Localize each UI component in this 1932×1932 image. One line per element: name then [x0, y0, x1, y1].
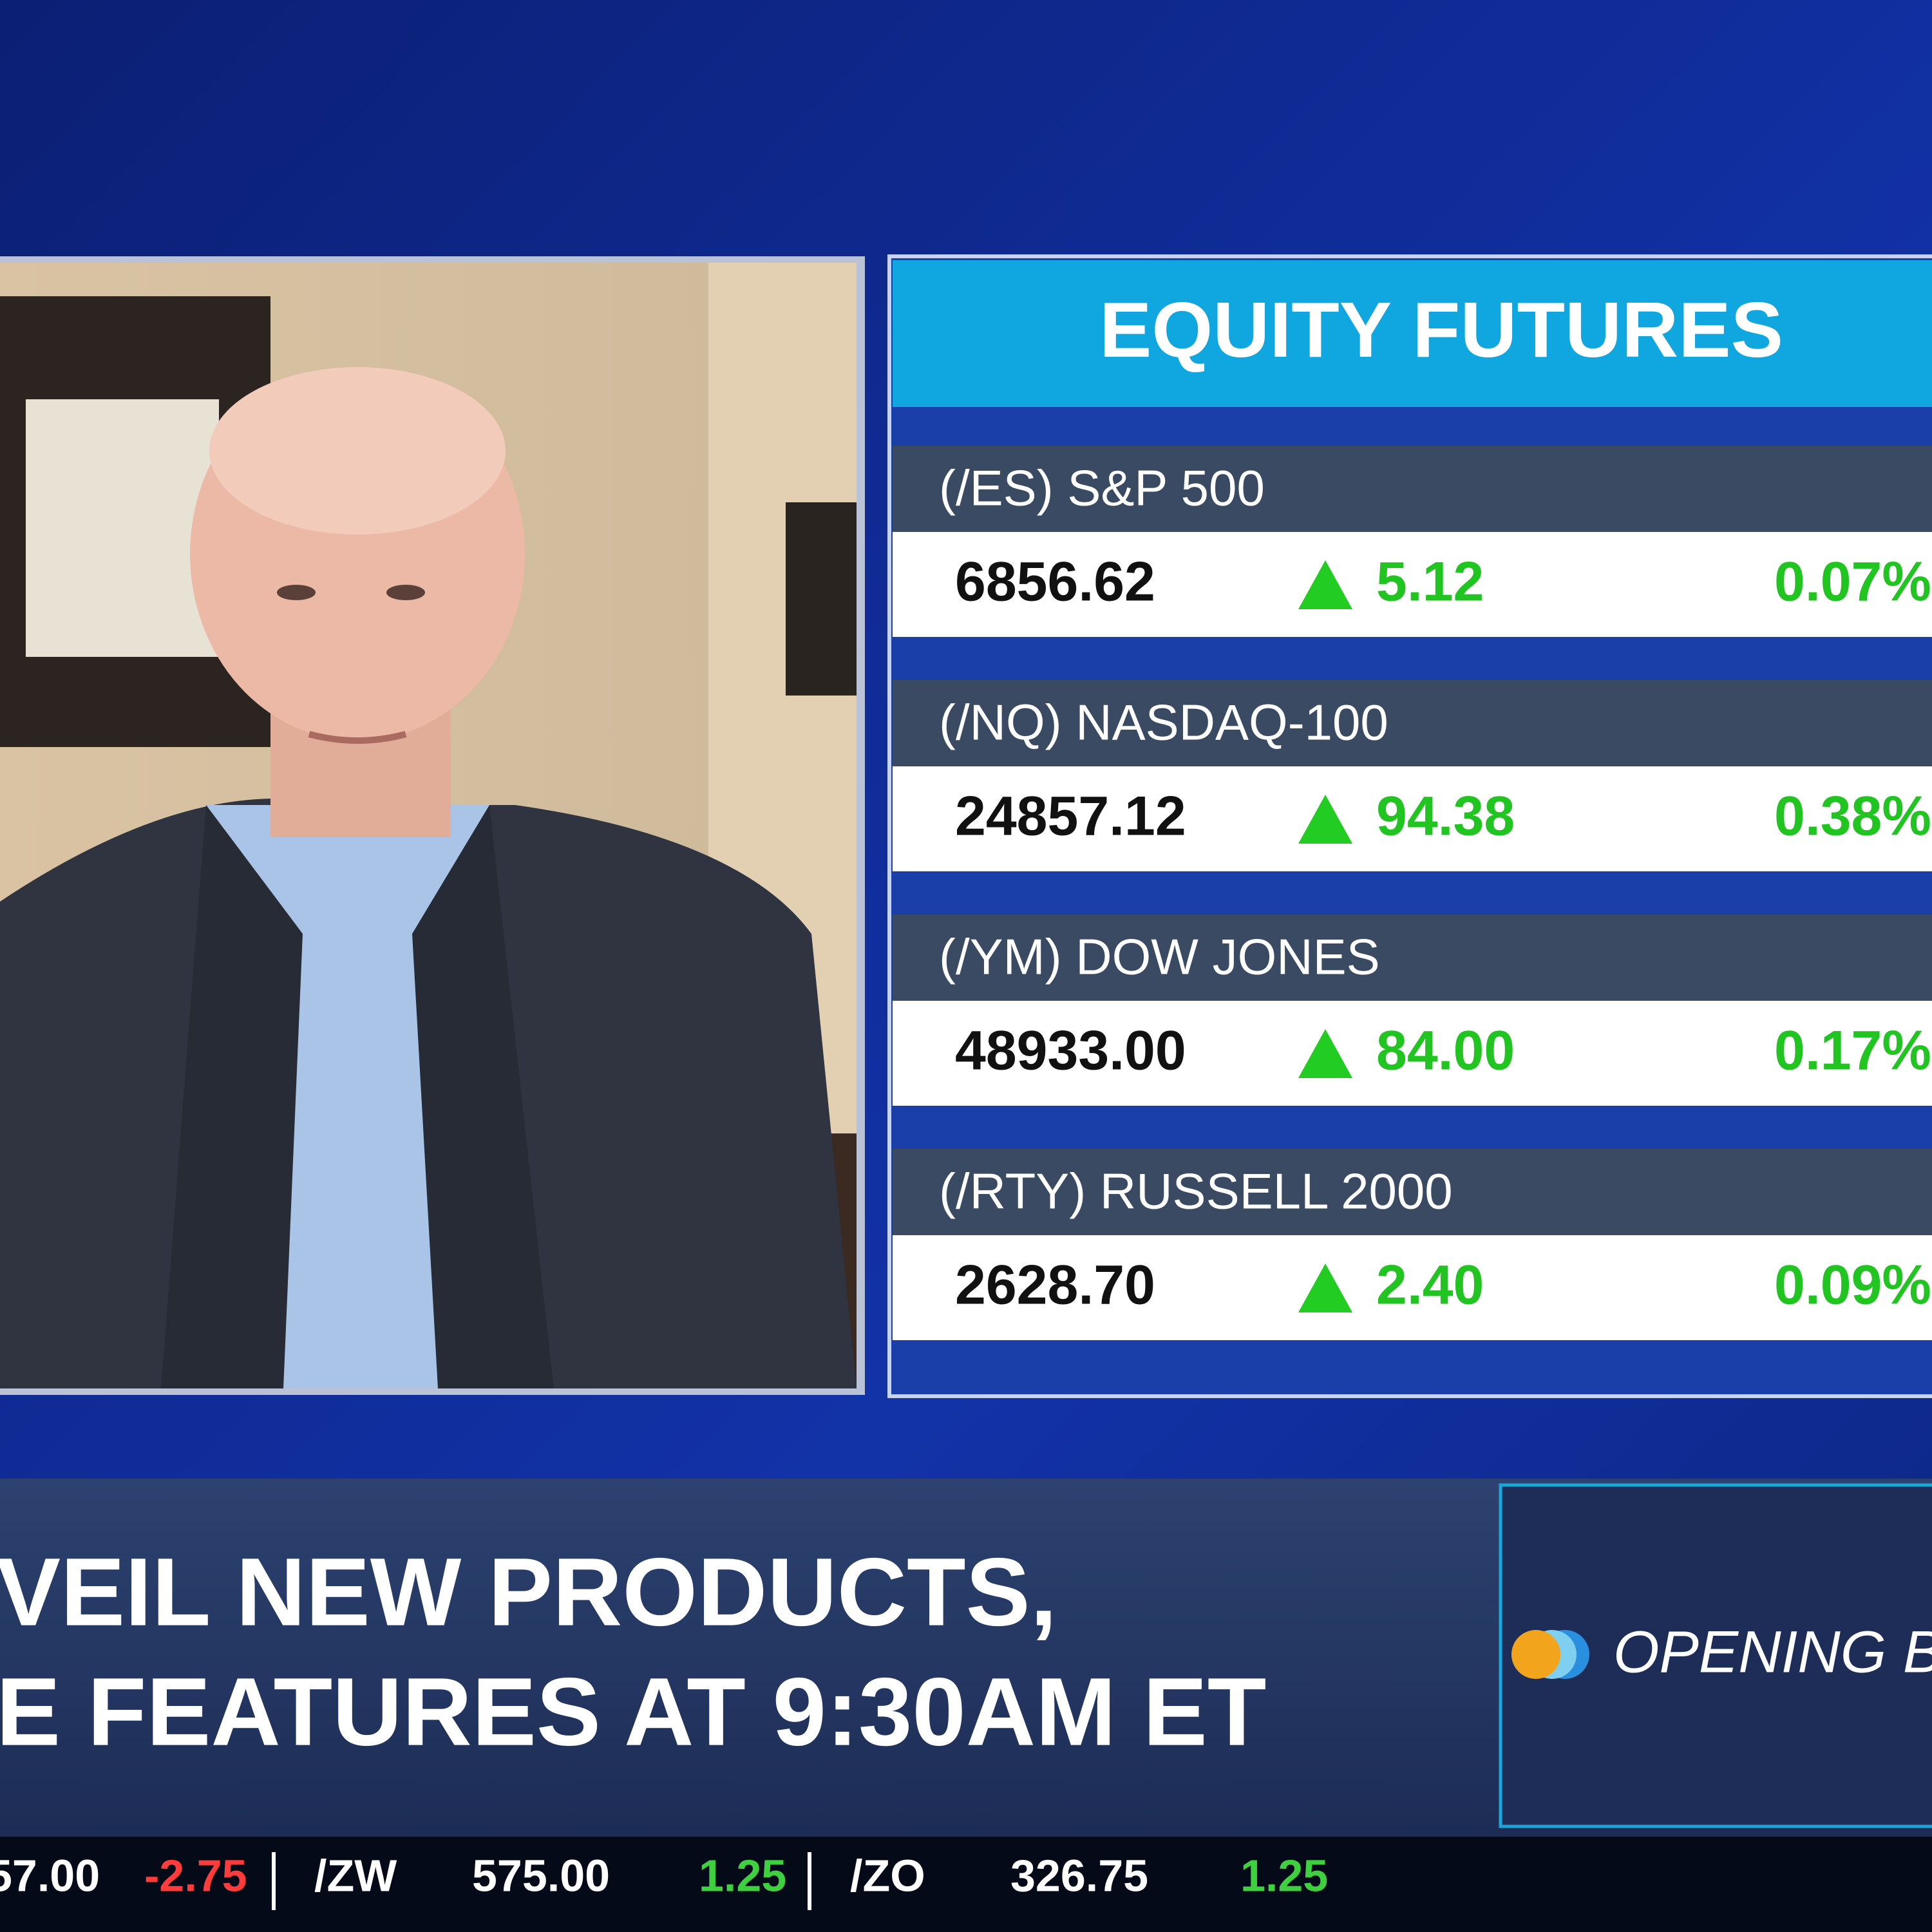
- ticker-separator: [272, 1852, 276, 1910]
- row-price: 2628.70: [955, 1255, 1155, 1316]
- ticker-item: -2.75: [144, 1850, 247, 1900]
- row-name-bar: [893, 1149, 1932, 1235]
- row-value-bar: [893, 1235, 1932, 1340]
- headline-line: VEIL NEW PRODUCTS,: [0, 1538, 1057, 1646]
- logo-dot: [1511, 1630, 1560, 1679]
- ticker-item: 326.75: [1010, 1850, 1148, 1900]
- row-percent: 0.09%: [1774, 1255, 1931, 1316]
- row-name: (/NQ) NASDAQ-100: [939, 694, 1388, 751]
- row-change: 2.40: [1376, 1255, 1484, 1316]
- headline-line: E FEATURES AT 9:30AM ET: [0, 1658, 1266, 1766]
- ticker: 57.00 -2.75/ZW 575.00 1.25/ZO 326.75 1.25: [0, 1850, 1328, 1910]
- row-percent: 0.17%: [1774, 1020, 1931, 1082]
- row-name-bar: [893, 680, 1932, 766]
- row-value-bar: [893, 1001, 1932, 1106]
- row-value-bar: [893, 532, 1932, 637]
- video-feed: [0, 263, 857, 1388]
- row-name: (/RTY) RUSSELL 2000: [939, 1163, 1453, 1220]
- show-logo-text: OPENING B: [1613, 1619, 1932, 1685]
- row-name: (/YM) DOW JONES: [939, 929, 1380, 985]
- up-arrow: [1298, 1264, 1352, 1312]
- row-value-bar: [893, 766, 1932, 871]
- ticker-item: 1.25: [1240, 1850, 1328, 1900]
- up-arrow: [1298, 795, 1352, 844]
- row-change: 84.00: [1376, 1020, 1515, 1082]
- ticker-item: /ZW: [314, 1850, 397, 1900]
- ticker-item: 1.25: [699, 1850, 786, 1900]
- panel-title: EQUITY FUTURES: [1099, 286, 1783, 374]
- row-price: 48933.00: [955, 1020, 1186, 1082]
- panel-header: [893, 260, 1932, 407]
- row-percent: 0.38%: [1774, 786, 1931, 848]
- ticker-bar: [0, 1837, 1932, 1932]
- row-price: 24857.12: [955, 786, 1186, 848]
- ticker-item: 57.00: [0, 1850, 100, 1900]
- row-name: (/ES) S&P 500: [939, 460, 1265, 516]
- row-percent: 0.07%: [1774, 551, 1931, 613]
- row-price: 6856.62: [955, 551, 1155, 613]
- row-change: 5.12: [1376, 551, 1484, 613]
- row-change: 94.38: [1376, 786, 1515, 848]
- up-arrow: [1298, 1029, 1352, 1078]
- ticker-item: /ZO: [850, 1850, 925, 1900]
- ticker-item: 575.00: [472, 1850, 610, 1900]
- row-name-bar: [893, 914, 1932, 1001]
- up-arrow: [1298, 560, 1352, 609]
- row-name-bar: [893, 446, 1932, 532]
- ticker-separator: [808, 1852, 811, 1910]
- futures-rows: (/ES) S&P 500 6856.62 5.12 0.07% (/NQ) NASDA…: [893, 446, 1932, 1340]
